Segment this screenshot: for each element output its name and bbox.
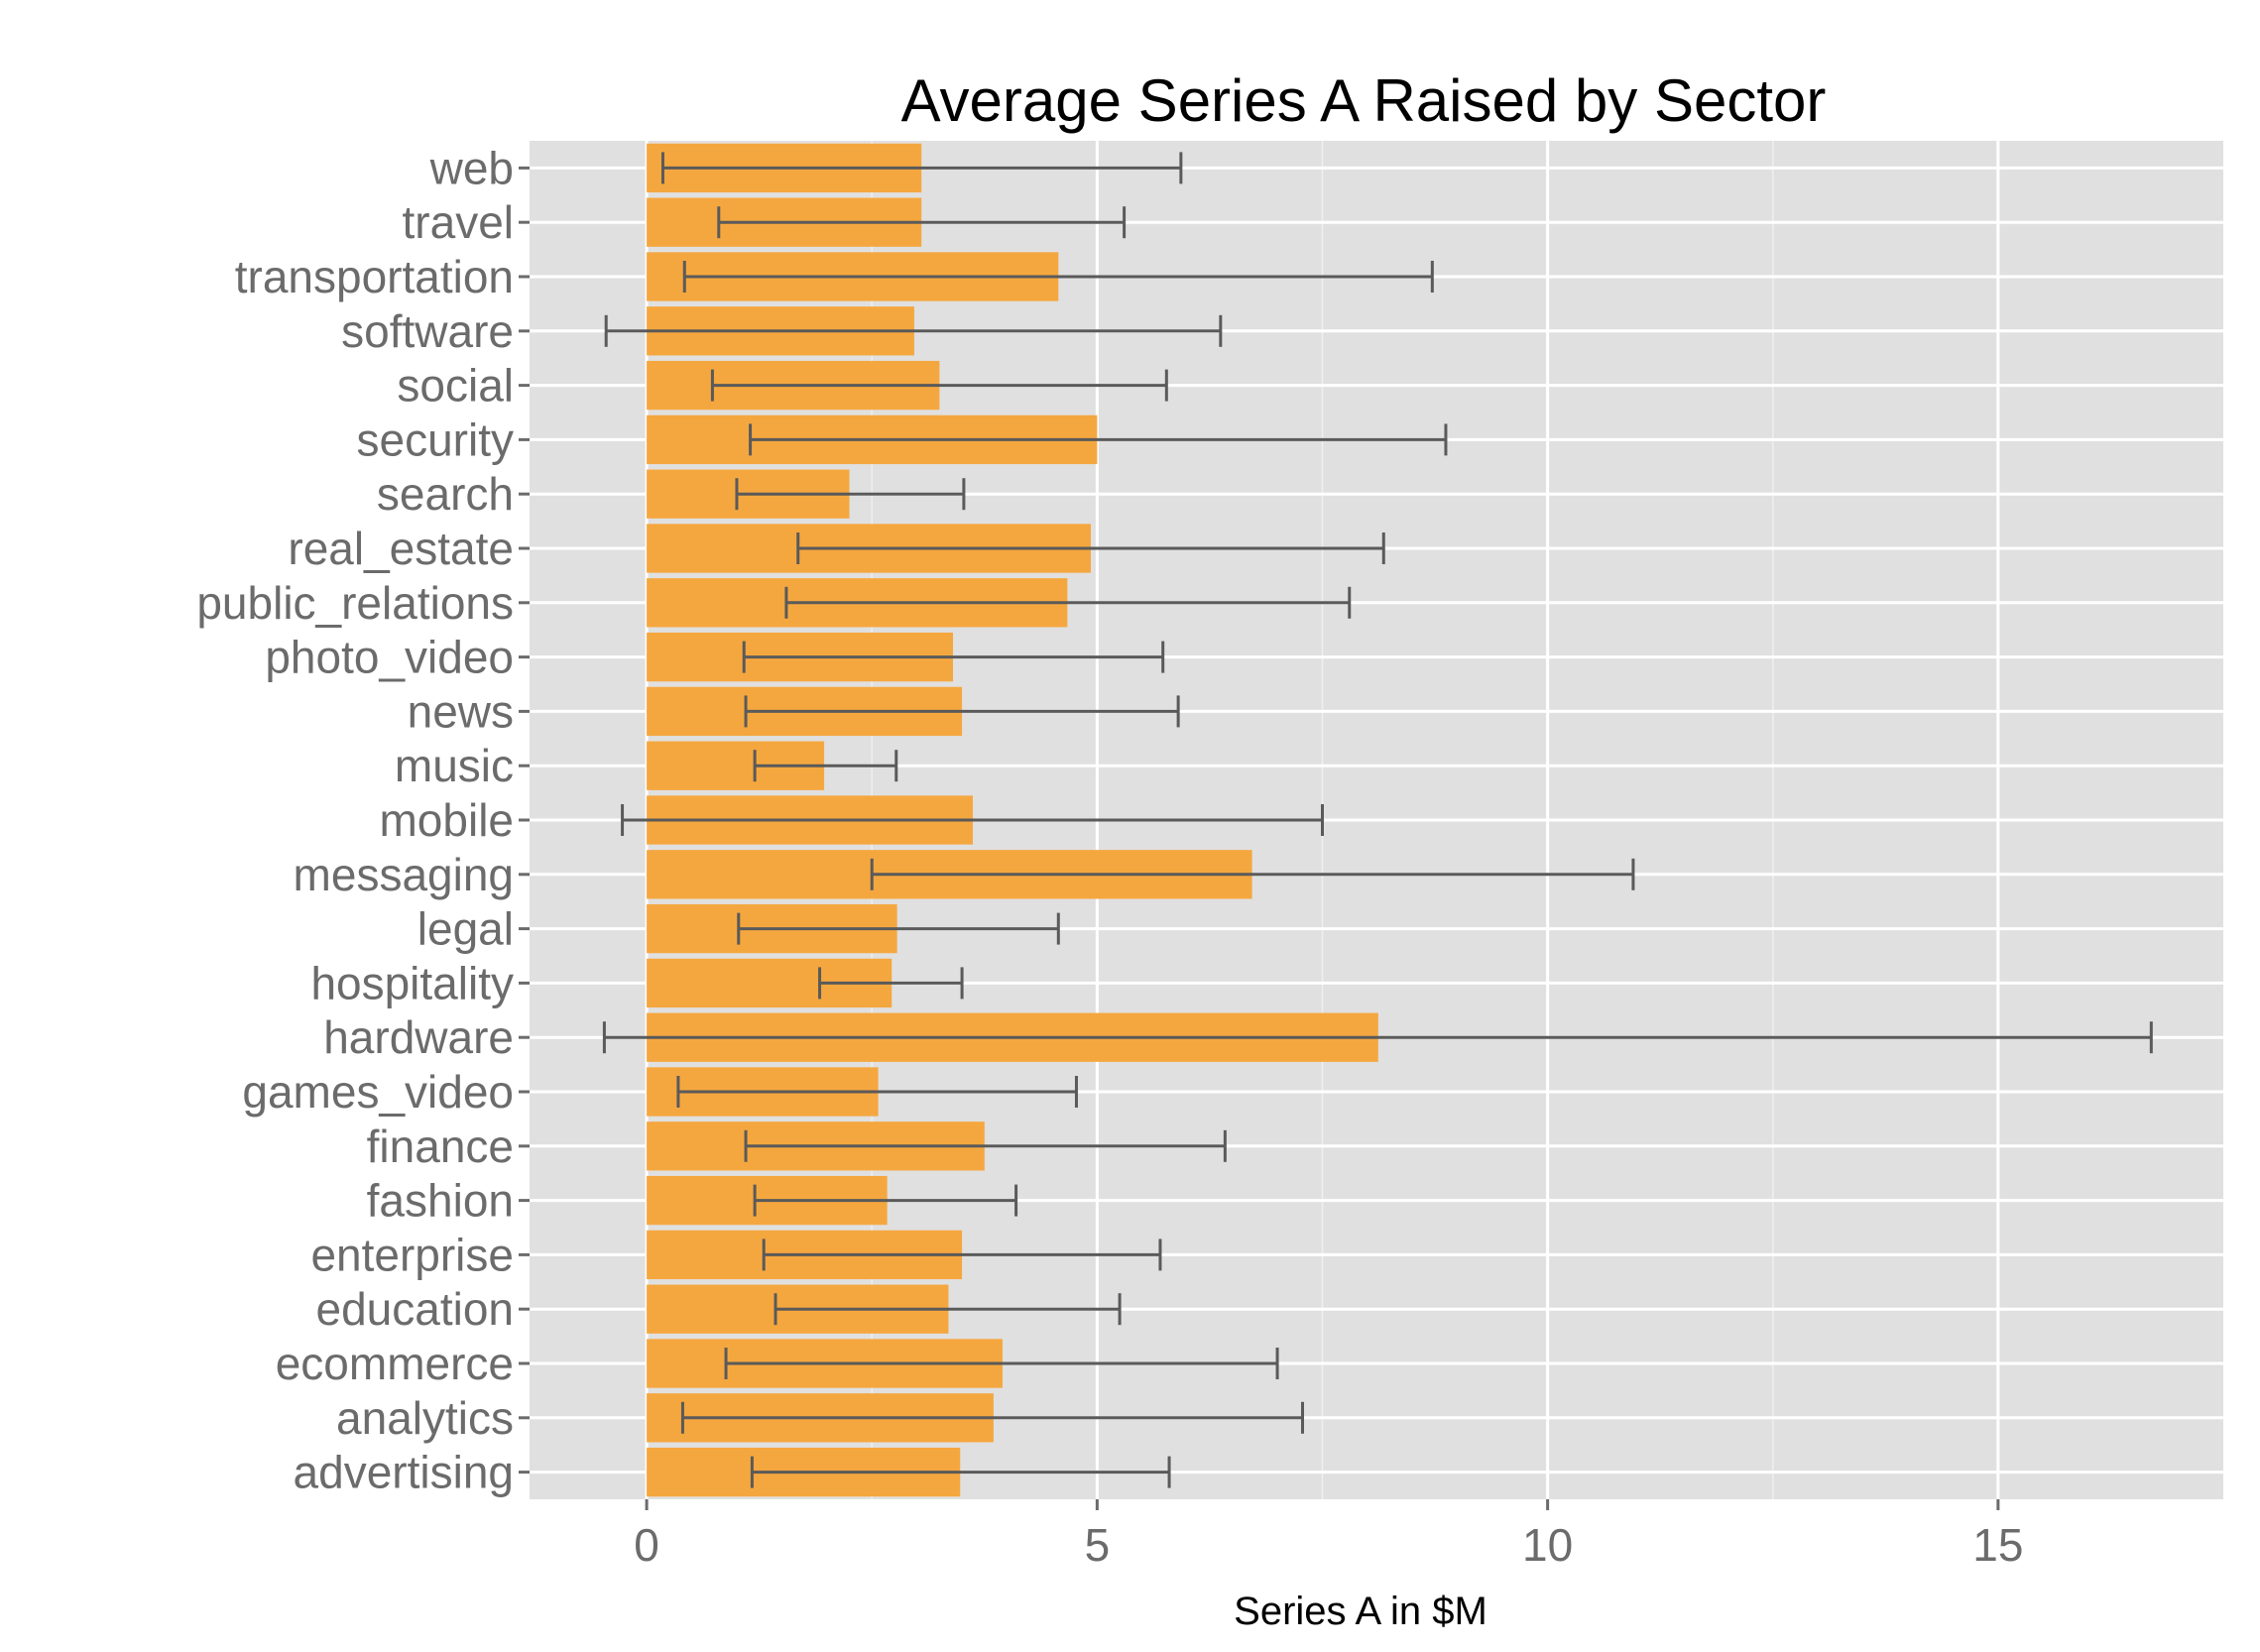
errorbar-travel bbox=[717, 206, 1127, 239]
errorbar-education bbox=[773, 1293, 1122, 1326]
errorbar-social bbox=[710, 369, 1168, 402]
y-tick-label: legal bbox=[417, 903, 514, 955]
y-tick-label: music bbox=[395, 740, 514, 791]
errorbar-finance bbox=[744, 1129, 1227, 1162]
errorbar-mobile bbox=[621, 804, 1324, 836]
y-tick-label: games_video bbox=[242, 1066, 514, 1118]
y-tick-label: search bbox=[377, 468, 514, 520]
errorbar-web bbox=[660, 152, 1183, 184]
errorbar-transportation bbox=[682, 261, 1434, 293]
errorbar-analytics bbox=[680, 1401, 1305, 1434]
y-tick-label: analytics bbox=[336, 1392, 514, 1444]
y-tick-label: education bbox=[316, 1283, 515, 1335]
y-tick-label: ecommerce bbox=[276, 1338, 514, 1389]
errorbar-ecommerce bbox=[724, 1348, 1279, 1379]
y-tick-label: hardware bbox=[323, 1011, 514, 1063]
errorbar-public_relations bbox=[784, 586, 1352, 619]
errorbar-security bbox=[749, 423, 1448, 456]
y-tick-label: hospitality bbox=[310, 957, 514, 1008]
y-axis: webtraveltransportationsoftwaresocialsec… bbox=[196, 142, 530, 1498]
errorbar-photo_video bbox=[742, 641, 1165, 673]
errorbar-real_estate bbox=[796, 532, 1385, 564]
errorbar-hospitality bbox=[818, 967, 964, 1000]
errorbar-fashion bbox=[753, 1184, 1018, 1217]
x-tick-label: 0 bbox=[634, 1519, 659, 1571]
x-axis-label: Series A in $M bbox=[1234, 1590, 1487, 1633]
y-tick-label: mobile bbox=[379, 794, 514, 846]
x-tick-label: 5 bbox=[1085, 1519, 1111, 1571]
errorbar-legal bbox=[737, 912, 1060, 945]
y-tick-label: enterprise bbox=[310, 1229, 514, 1280]
x-tick-label: 15 bbox=[1972, 1519, 2023, 1571]
x-axis: 0 5 10 15 bbox=[634, 1499, 2023, 1571]
y-tick-label: security bbox=[357, 413, 514, 465]
y-tick-label: web bbox=[429, 142, 514, 193]
y-tick-label: software bbox=[341, 305, 514, 357]
errorbar-enterprise bbox=[762, 1239, 1162, 1271]
errorbar-messaging bbox=[870, 858, 1635, 890]
y-tick-label: finance bbox=[367, 1121, 514, 1172]
errorbar-software bbox=[604, 314, 1223, 347]
y-tick-label: fashion bbox=[367, 1175, 514, 1227]
y-tick-label: photo_video bbox=[265, 632, 514, 683]
errorbar-news bbox=[744, 695, 1180, 728]
y-tick-label: transportation bbox=[235, 251, 514, 302]
y-tick-label: public_relations bbox=[196, 577, 514, 629]
y-tick-label: messaging bbox=[294, 849, 514, 900]
chart-title: Average Series A Raised by Sector bbox=[901, 67, 1827, 134]
errorbar-music bbox=[753, 750, 898, 782]
errorbar-games_video bbox=[676, 1076, 1078, 1108]
y-tick-label: advertising bbox=[294, 1447, 514, 1498]
y-tick-label: real_estate bbox=[288, 523, 514, 574]
y-tick-label: news bbox=[408, 685, 514, 737]
errorbar-search bbox=[735, 478, 966, 511]
errorbar-advertising bbox=[750, 1456, 1171, 1488]
x-tick-label: 10 bbox=[1522, 1519, 1573, 1571]
error-bars bbox=[602, 152, 2153, 1488]
y-tick-label: social bbox=[397, 360, 514, 412]
y-tick-label: travel bbox=[403, 196, 514, 248]
errorbar-hardware bbox=[602, 1021, 2153, 1054]
